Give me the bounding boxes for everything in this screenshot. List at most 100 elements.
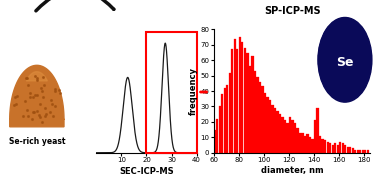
- Bar: [264, 93, 266, 153]
- Bar: [234, 39, 236, 153]
- Bar: [344, 145, 346, 153]
- Bar: [336, 145, 339, 153]
- Bar: [332, 145, 334, 153]
- Bar: [256, 77, 259, 153]
- Ellipse shape: [332, 38, 353, 72]
- Bar: [218, 107, 221, 153]
- Ellipse shape: [322, 23, 367, 94]
- Bar: [216, 119, 218, 153]
- Ellipse shape: [339, 50, 342, 55]
- Ellipse shape: [330, 36, 355, 76]
- Bar: [367, 150, 369, 153]
- Text: Se: Se: [336, 56, 354, 69]
- Ellipse shape: [330, 36, 355, 75]
- Bar: [266, 97, 269, 153]
- Bar: [319, 136, 321, 153]
- Ellipse shape: [328, 33, 357, 79]
- X-axis label: SEC-ICP-MS: SEC-ICP-MS: [119, 167, 174, 176]
- Bar: [236, 49, 239, 153]
- Bar: [352, 148, 354, 153]
- Bar: [364, 150, 367, 153]
- Ellipse shape: [335, 45, 347, 63]
- Bar: [246, 53, 248, 153]
- Polygon shape: [10, 65, 64, 127]
- Ellipse shape: [339, 51, 341, 54]
- Bar: [229, 72, 231, 153]
- Bar: [304, 136, 306, 153]
- Bar: [271, 105, 274, 153]
- Bar: [221, 94, 223, 153]
- Bar: [147, 32, 197, 153]
- Bar: [362, 150, 364, 153]
- Bar: [299, 133, 301, 153]
- Bar: [324, 140, 326, 153]
- Ellipse shape: [318, 18, 371, 101]
- Ellipse shape: [330, 37, 354, 74]
- Ellipse shape: [328, 34, 357, 78]
- Bar: [244, 48, 246, 153]
- Ellipse shape: [319, 20, 370, 99]
- Ellipse shape: [323, 25, 365, 91]
- Ellipse shape: [324, 27, 363, 88]
- Ellipse shape: [319, 19, 370, 100]
- Ellipse shape: [327, 32, 359, 81]
- Bar: [301, 133, 304, 153]
- Ellipse shape: [333, 40, 351, 69]
- Ellipse shape: [323, 26, 364, 90]
- Bar: [269, 100, 271, 153]
- Bar: [259, 82, 261, 153]
- Text: Se-rich yeast: Se-rich yeast: [9, 137, 65, 146]
- Ellipse shape: [326, 30, 361, 84]
- Ellipse shape: [328, 33, 358, 80]
- Ellipse shape: [338, 48, 344, 58]
- Bar: [314, 120, 316, 153]
- Ellipse shape: [331, 38, 353, 73]
- Bar: [289, 117, 291, 153]
- Bar: [224, 88, 226, 153]
- Ellipse shape: [318, 17, 372, 102]
- Bar: [329, 144, 332, 153]
- Bar: [249, 66, 251, 153]
- Ellipse shape: [332, 40, 352, 70]
- Ellipse shape: [335, 44, 348, 64]
- Ellipse shape: [325, 29, 362, 86]
- Ellipse shape: [327, 31, 360, 83]
- Ellipse shape: [321, 22, 367, 95]
- Ellipse shape: [322, 24, 366, 93]
- Ellipse shape: [321, 22, 368, 96]
- Bar: [339, 142, 341, 153]
- Ellipse shape: [322, 24, 366, 92]
- Bar: [281, 117, 284, 153]
- Polygon shape: [26, 72, 47, 81]
- Bar: [309, 137, 311, 153]
- Bar: [239, 37, 241, 153]
- Ellipse shape: [340, 52, 341, 53]
- Ellipse shape: [333, 41, 350, 68]
- Text: SP-ICP-MS: SP-ICP-MS: [265, 6, 321, 15]
- Bar: [279, 114, 281, 153]
- Bar: [359, 150, 361, 153]
- Ellipse shape: [327, 31, 359, 82]
- Ellipse shape: [320, 20, 369, 98]
- Ellipse shape: [325, 28, 363, 87]
- Ellipse shape: [336, 46, 346, 61]
- Bar: [261, 86, 263, 153]
- Bar: [226, 85, 228, 153]
- Ellipse shape: [334, 43, 349, 66]
- Bar: [254, 71, 256, 153]
- Bar: [241, 42, 243, 153]
- Y-axis label: frequency: frequency: [189, 67, 198, 115]
- Bar: [291, 120, 294, 153]
- Ellipse shape: [332, 39, 352, 71]
- Bar: [311, 139, 314, 153]
- Ellipse shape: [338, 50, 343, 56]
- Bar: [214, 130, 216, 153]
- Bar: [334, 144, 336, 153]
- Bar: [284, 120, 286, 153]
- Ellipse shape: [337, 47, 345, 60]
- Bar: [316, 108, 319, 153]
- Bar: [287, 123, 289, 153]
- Bar: [296, 128, 299, 153]
- Ellipse shape: [324, 26, 364, 89]
- Bar: [231, 49, 234, 153]
